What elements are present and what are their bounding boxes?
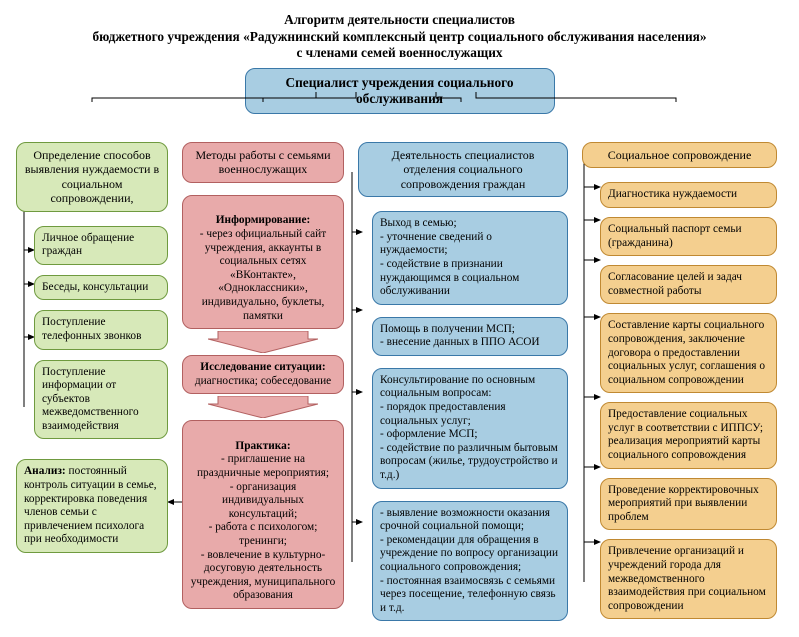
col2-header: Методы работы с семьями военнослужащих [182, 142, 344, 183]
col1-header: Определение способов выявления нуждаемос… [16, 142, 168, 212]
col4-item-2: Социальный паспорт семьи (гражданина) [600, 217, 777, 256]
col2-item-2-text: диагностика; собеседование [195, 375, 331, 387]
col-1: Определение способов выявления нуждаемос… [16, 142, 168, 553]
col4-item-5: Предоставление социальных услуг в соотве… [600, 402, 777, 468]
col2-item-1-text: - через официальный сайт учреждения, акк… [200, 228, 326, 322]
col2-item-3-label: Практика: [235, 440, 290, 452]
col2-item-2: Исследование ситуации: диагностика; собе… [182, 355, 344, 394]
col2-item-2-label: Исследование ситуации: [200, 361, 325, 373]
chevron-down-icon [208, 396, 318, 418]
col2-items: Информирование: - через официальный сайт… [182, 195, 344, 609]
col1-item-1: Личное обращение граждан [34, 226, 168, 265]
col-2: Методы работы с семьями военнослужащих И… [182, 142, 344, 609]
col3-item-3: Консультирование по основным социальным … [372, 368, 568, 489]
col1-item-3: Поступление телефонных звонков [34, 310, 168, 349]
title-l2: бюджетного учреждения «Радужнинский комп… [93, 29, 707, 44]
col-3: Деятельность специалистов отделения соци… [358, 142, 568, 621]
title-l3: с членами семей военнослужащих [296, 45, 502, 60]
analysis-label: Анализ: [24, 465, 66, 477]
col3-items: Выход в семью; - уточнение сведений о ну… [372, 211, 568, 621]
col3-item-1: Выход в семью; - уточнение сведений о ну… [372, 211, 568, 305]
col1-item-2: Беседы, консультации [34, 275, 168, 301]
col4-item-7: Привлечение организаций и учреждений гор… [600, 539, 777, 619]
col4-item-1: Диагностика нуждаемости [600, 182, 777, 208]
col1-item-4: Поступление информации от субъектов межв… [34, 360, 168, 440]
col3-item-4: - выявление возможности оказания срочной… [372, 501, 568, 622]
top-box: Специалист учреждения социального обслуж… [245, 68, 555, 114]
col4-item-6: Проведение корректировочных мероприятий … [600, 478, 777, 531]
col4-item-3: Согласование целей и задач совместной ра… [600, 265, 777, 304]
col1-items: Личное обращение граждан Беседы, консуль… [34, 226, 168, 440]
col2-item-3-text: - приглашение на праздничные мероприятия… [191, 453, 336, 601]
analysis-box: Анализ: постоянный контроль ситуации в с… [16, 459, 168, 553]
page-title: Алгоритм деятельности специалистов бюдже… [16, 12, 783, 62]
col4-items: Диагностика нуждаемости Социальный паспо… [600, 182, 777, 619]
col2-item-1-label: Информирование: [216, 214, 311, 226]
col3-header: Деятельность специалистов отделения соци… [358, 142, 568, 197]
col2-item-1: Информирование: - через официальный сайт… [182, 195, 344, 329]
col2-item-3: Практика: - приглашение на праздничные м… [182, 420, 344, 609]
col4-header: Социальное сопровождение [582, 142, 777, 168]
col3-item-2: Помощь в получении МСП; - внесение данны… [372, 317, 568, 356]
col4-item-4: Составление карты социального сопровожде… [600, 313, 777, 393]
top-box-label: Специалист учреждения социального обслуж… [285, 75, 513, 106]
columns: Определение способов выявления нуждаемос… [16, 142, 783, 621]
col-4: Социальное сопровождение Диагностика нуж… [582, 142, 777, 619]
title-l1: Алгоритм деятельности специалистов [284, 12, 515, 27]
chevron-down-icon [208, 331, 318, 353]
